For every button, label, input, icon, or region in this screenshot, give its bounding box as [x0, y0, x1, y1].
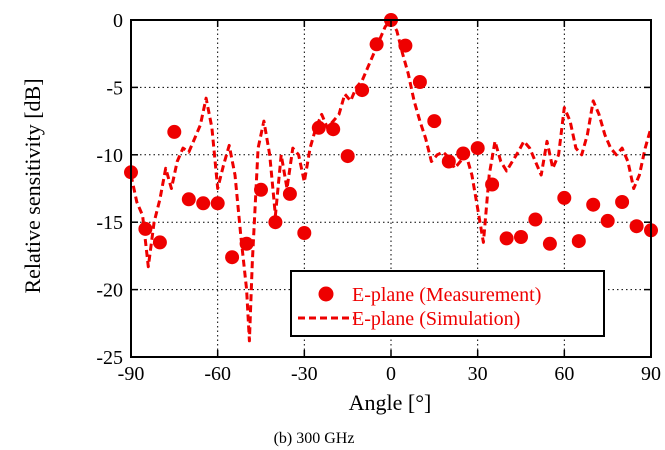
y-tick-label: -25: [96, 347, 123, 369]
measurement-point: [297, 226, 312, 240]
y-tick-label: -15: [96, 212, 123, 234]
legend-label-measurement: E-plane (Measurement): [352, 284, 541, 306]
measurement-point: [514, 230, 528, 244]
x-tick-label: -90: [118, 363, 145, 385]
measurement-point: [615, 195, 630, 209]
measurement-point: [152, 235, 167, 250]
measurement-point: [210, 196, 225, 211]
legend: E-plane (Measurement) E-plane (Simulatio…: [290, 270, 605, 337]
x-tick-label: -30: [291, 363, 318, 385]
x-tick-label: 90: [641, 363, 661, 385]
tick-marks: [130, 19, 652, 358]
measurement-point: [470, 141, 485, 156]
measurement-point: [586, 197, 601, 212]
measurement-point: [412, 75, 427, 89]
y-tick-label: -20: [96, 280, 123, 302]
chart-caption: (b) 300 GHz: [274, 430, 355, 447]
x-tick-label: -60: [204, 363, 231, 385]
y-tick-label: -5: [106, 77, 123, 99]
measurement-point: [398, 38, 413, 53]
measurement-point: [167, 124, 182, 139]
tick-labels: -90 -60 -30 0 30 60 90 0 -5 -10 -15 -20 -25: [96, 10, 661, 385]
measurement-point: [355, 83, 370, 98]
y-axis-label: Relative sensitivity [dB]: [20, 78, 45, 293]
x-axis-label: Angle [°]: [349, 390, 432, 415]
measurement-point: [340, 149, 355, 164]
measurement-point: [196, 196, 211, 211]
measurement-point: [499, 231, 514, 246]
legend-box: [290, 270, 605, 337]
measurement-point: [485, 177, 500, 192]
measurement-point: [369, 37, 384, 52]
measurement-point: [311, 120, 326, 135]
measurement-point: [254, 182, 268, 197]
x-tick-label: 0: [386, 363, 396, 385]
legend-label-simulation: E-plane (Simulation): [352, 308, 520, 330]
measurement-point: [441, 154, 456, 169]
measurement-point: [427, 114, 442, 129]
measurement-point: [181, 192, 196, 207]
y-tick-label: 0: [113, 10, 123, 32]
measurement-point: [138, 221, 153, 236]
measurement-point: [528, 212, 543, 227]
x-tick-label: 60: [554, 363, 574, 385]
measurement-point: [268, 215, 283, 230]
measurement-point: [282, 186, 297, 201]
measurement-point: [239, 236, 254, 251]
y-tick-label: -10: [96, 145, 123, 167]
measurement-point: [600, 213, 615, 228]
x-tick-label: 30: [468, 363, 488, 385]
measurement-point: [326, 122, 341, 137]
measurement-point: [225, 250, 240, 265]
simulation-line: [129, 18, 653, 343]
legend-marker-measurement: [318, 286, 334, 302]
series-layer: [124, 13, 658, 343]
measurement-point: [557, 190, 572, 205]
measurement-point: [571, 234, 586, 249]
measurement-point: [629, 219, 644, 234]
measurement-point: [456, 146, 471, 161]
measurement-point: [542, 236, 557, 251]
